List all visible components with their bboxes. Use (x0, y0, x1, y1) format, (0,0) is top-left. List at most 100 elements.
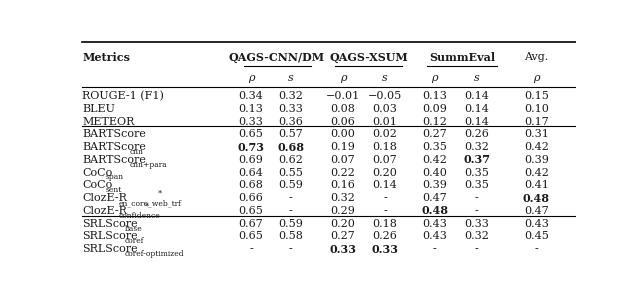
Text: -: - (383, 206, 387, 216)
Text: 0.13: 0.13 (422, 91, 447, 101)
Text: 0.43: 0.43 (422, 231, 447, 241)
Text: 0.42: 0.42 (422, 155, 447, 165)
Text: 0.17: 0.17 (524, 116, 548, 126)
Text: 0.14: 0.14 (465, 104, 489, 114)
Text: 0.64: 0.64 (239, 168, 264, 178)
Text: *: * (157, 190, 162, 198)
Text: QAGS-CNN/DM: QAGS-CNN/DM (229, 52, 325, 63)
Text: 0.66: 0.66 (239, 193, 264, 203)
Text: SRLScore: SRLScore (83, 219, 138, 229)
Text: 0.14: 0.14 (465, 91, 489, 101)
Text: 0.45: 0.45 (524, 231, 548, 241)
Text: CoCo: CoCo (83, 168, 113, 178)
Text: 0.47: 0.47 (524, 206, 548, 216)
Text: 0.33: 0.33 (330, 244, 356, 255)
Text: 0.33: 0.33 (465, 219, 489, 229)
Text: 0.35: 0.35 (422, 142, 447, 152)
Text: -: - (289, 244, 292, 254)
Text: sent: sent (106, 186, 122, 194)
Text: Metrics: Metrics (83, 52, 131, 63)
Text: 0.32: 0.32 (330, 193, 355, 203)
Text: 0.06: 0.06 (330, 116, 355, 126)
Text: 0.59: 0.59 (278, 219, 303, 229)
Text: 0.42: 0.42 (524, 168, 548, 178)
Text: 0.48: 0.48 (421, 205, 448, 217)
Text: 0.10: 0.10 (524, 104, 548, 114)
Text: 0.15: 0.15 (524, 91, 548, 101)
Text: -: - (433, 244, 436, 254)
Text: ρ: ρ (431, 74, 438, 83)
Text: 0.13: 0.13 (239, 104, 264, 114)
Text: 0.07: 0.07 (330, 155, 355, 165)
Text: BARTScore: BARTScore (83, 155, 147, 165)
Text: 0.14: 0.14 (465, 116, 489, 126)
Text: 0.35: 0.35 (465, 168, 489, 178)
Text: -: - (475, 193, 479, 203)
Text: 0.42: 0.42 (524, 142, 548, 152)
Text: ClozE-R: ClozE-R (83, 206, 127, 216)
Text: ROUGE-1 (F1): ROUGE-1 (F1) (83, 91, 164, 101)
Text: 0.18: 0.18 (372, 219, 397, 229)
Text: coref: coref (125, 237, 144, 245)
Text: 0.57: 0.57 (278, 129, 303, 139)
Text: 0.67: 0.67 (239, 219, 264, 229)
Text: 0.22: 0.22 (330, 168, 355, 178)
Text: SRLScore: SRLScore (83, 231, 138, 241)
Text: confidence: confidence (118, 212, 161, 220)
Text: 0.00: 0.00 (330, 129, 355, 139)
Text: −0.01: −0.01 (326, 91, 360, 101)
Text: SRLScore: SRLScore (83, 244, 138, 254)
Text: 0.20: 0.20 (372, 168, 397, 178)
Text: -: - (475, 206, 479, 216)
Text: 0.27: 0.27 (330, 231, 355, 241)
Text: 0.20: 0.20 (330, 219, 355, 229)
Text: 0.18: 0.18 (372, 142, 397, 152)
Text: en_core_web_trf: en_core_web_trf (118, 199, 182, 207)
Text: 0.33: 0.33 (278, 104, 303, 114)
Text: 0.14: 0.14 (372, 180, 397, 190)
Text: 0.43: 0.43 (524, 219, 548, 229)
Text: 0.09: 0.09 (422, 104, 447, 114)
Text: Avg.: Avg. (524, 52, 548, 62)
Text: 0.32: 0.32 (465, 231, 489, 241)
Text: cnn: cnn (130, 148, 144, 156)
Text: 0.47: 0.47 (422, 193, 447, 203)
Text: 0.62: 0.62 (278, 155, 303, 165)
Text: 0.68: 0.68 (239, 180, 264, 190)
Text: base: base (125, 225, 142, 233)
Text: −0.05: −0.05 (368, 91, 402, 101)
Text: QAGS-XSUM: QAGS-XSUM (330, 52, 408, 63)
Text: 0.39: 0.39 (422, 180, 447, 190)
Text: 0.40: 0.40 (422, 168, 447, 178)
Text: BLEU: BLEU (83, 104, 115, 114)
Text: span: span (106, 174, 124, 181)
Text: -: - (289, 206, 292, 216)
Text: ρ: ρ (248, 74, 254, 83)
Text: ClozE-R: ClozE-R (83, 193, 127, 203)
Text: cnn+para: cnn+para (130, 161, 168, 169)
Text: 0.73: 0.73 (237, 142, 264, 152)
Text: 0.69: 0.69 (239, 155, 264, 165)
Text: 0.36: 0.36 (278, 116, 303, 126)
Text: BARTScore: BARTScore (83, 142, 147, 152)
Text: -: - (249, 244, 253, 254)
Text: 0.65: 0.65 (239, 129, 264, 139)
Text: 0.26: 0.26 (465, 129, 489, 139)
Text: 0.65: 0.65 (239, 206, 264, 216)
Text: ρ: ρ (533, 74, 540, 83)
Text: 0.35: 0.35 (465, 180, 489, 190)
Text: 0.31: 0.31 (524, 129, 548, 139)
Text: 0.37: 0.37 (463, 154, 490, 165)
Text: 0.02: 0.02 (372, 129, 397, 139)
Text: 0.55: 0.55 (278, 168, 303, 178)
Text: s: s (382, 74, 388, 83)
Text: -: - (475, 244, 479, 254)
Text: 0.08: 0.08 (330, 104, 355, 114)
Text: 0.03: 0.03 (372, 104, 397, 114)
Text: 0.26: 0.26 (372, 231, 397, 241)
Text: 0.16: 0.16 (330, 180, 355, 190)
Text: 0.12: 0.12 (422, 116, 447, 126)
Text: SummEval: SummEval (429, 52, 495, 63)
Text: 0.27: 0.27 (422, 129, 447, 139)
Text: METEOR: METEOR (83, 116, 135, 126)
